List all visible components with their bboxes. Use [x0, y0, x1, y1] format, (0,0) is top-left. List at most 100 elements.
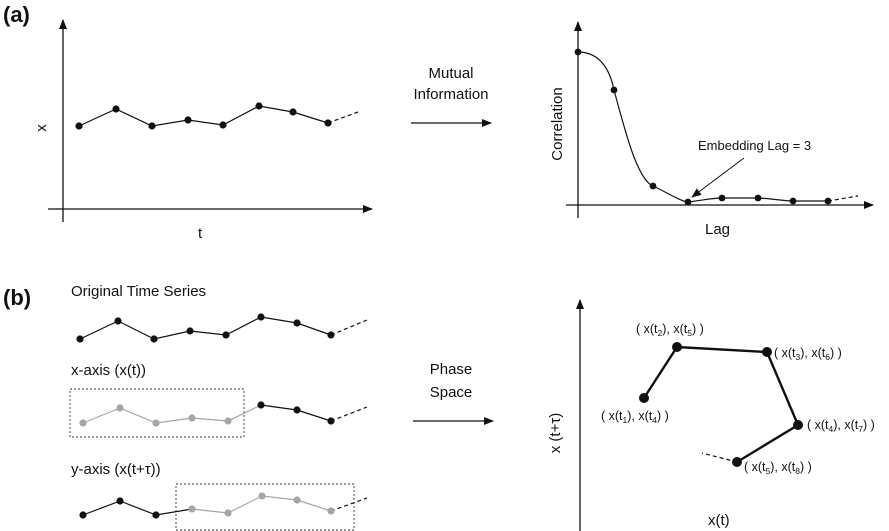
series-point — [222, 331, 230, 339]
x-axis-series — [69, 388, 368, 438]
series-point-faded — [327, 507, 335, 515]
y-axis-series — [79, 483, 368, 531]
y-axis-series-title: y-axis (x(t+τ)) — [71, 461, 161, 478]
panel-b-label: (b) — [3, 285, 31, 310]
arrow-a-text-line1: Mutual — [428, 65, 473, 82]
phase-point — [639, 393, 649, 403]
subscript: 5 — [766, 466, 771, 476]
series-point-faded — [258, 492, 266, 500]
phase-point — [672, 342, 682, 352]
arrow-b-text-line2: Space — [430, 384, 473, 401]
embedding-lag-annotation: Embedding Lag = 3 — [698, 138, 811, 153]
y-axis-selection-box — [175, 483, 355, 531]
series-point — [150, 335, 158, 343]
series-point-faded — [188, 505, 196, 513]
phase-space-plot: x(t) x (t+τ) ( x(t1), x(t4) ) ( x(t2), x… — [547, 299, 875, 531]
time-series-continuation — [327, 111, 359, 124]
series-point — [112, 105, 120, 113]
arrow-a-text-line2: Information — [413, 86, 488, 103]
series-point-faded — [188, 414, 196, 422]
subscript: 1 — [623, 415, 628, 425]
series-point — [324, 119, 332, 127]
phase-y-axis-label: x (t+τ) — [547, 413, 564, 454]
correlation-point — [649, 182, 657, 190]
subscript: 7 — [858, 424, 863, 434]
correlation-plot: Lag Correlation Embedding Lag = 3 — [549, 21, 874, 238]
correlation-curve — [577, 51, 828, 203]
series-point-faded — [152, 419, 160, 427]
series-point — [148, 122, 156, 130]
mutual-information-arrow: Mutual Information — [411, 65, 492, 127]
series-point — [76, 335, 84, 343]
phase-point — [732, 457, 742, 467]
phase-point — [793, 420, 803, 430]
series-point — [293, 319, 301, 327]
time-series-plot: t x — [33, 19, 373, 242]
correlation-point — [610, 86, 618, 94]
phase-x-axis-label: x(t) — [708, 512, 730, 529]
original-series — [76, 313, 368, 343]
correlation-point — [574, 48, 582, 56]
series-point — [289, 108, 297, 116]
y-axis-dark-line — [82, 500, 193, 516]
series-point — [184, 116, 192, 124]
series-point-faded — [116, 404, 124, 412]
series-point-faded — [224, 417, 232, 425]
series-point-faded — [224, 509, 232, 517]
series-point — [327, 417, 335, 425]
panel-a-label: (a) — [3, 2, 30, 27]
x-axis-selection-box — [69, 388, 245, 438]
correlation-continuation — [827, 195, 859, 202]
subscript: 8 — [795, 466, 800, 476]
original-series-title: Original Time Series — [71, 283, 206, 300]
phase-space-arrow: Phase Space — [413, 361, 494, 425]
phase-point — [762, 347, 772, 357]
series-point-faded — [79, 419, 87, 427]
series-point — [293, 406, 301, 414]
phase-trajectory — [642, 345, 800, 464]
x-axis-series-continuation — [330, 406, 368, 422]
correlation-point — [754, 194, 762, 202]
phase-trajectory-continuation — [701, 452, 738, 463]
series-point-faded — [293, 496, 301, 504]
correlation-point — [684, 198, 692, 206]
original-series-line — [79, 316, 332, 340]
original-series-continuation — [330, 319, 368, 336]
phase-point-label-2: ( x(t2), x(t5) ) — [636, 322, 704, 338]
arrow-b-text-line1: Phase — [430, 361, 473, 378]
series-point — [255, 102, 263, 110]
subscript: 2 — [658, 328, 663, 338]
phase-point-label-3: ( x(t3), x(t6) ) — [774, 346, 842, 362]
x-axis-series-title: x-axis (x(t)) — [71, 362, 146, 379]
correlation-point — [789, 197, 797, 205]
series-point — [327, 331, 335, 339]
series-point — [114, 317, 122, 325]
series-point — [257, 313, 265, 321]
series-point — [152, 511, 160, 519]
subscript: 4 — [829, 424, 834, 434]
y-axis-label: x — [33, 124, 50, 132]
correlation-point — [824, 197, 832, 205]
series-point — [75, 122, 83, 130]
subscript: 5 — [687, 328, 692, 338]
subscript: 4 — [652, 415, 657, 425]
x-axis-faded-line — [82, 404, 262, 424]
series-point — [257, 401, 265, 409]
correlation-point — [718, 194, 726, 202]
series-point — [186, 327, 194, 335]
phase-point-label-5: ( x(t5), x(t8) ) — [744, 460, 812, 476]
series-point — [219, 121, 227, 129]
subscript: 6 — [825, 352, 830, 362]
lag-axis-label: Lag — [705, 221, 730, 238]
series-point — [79, 511, 87, 519]
phase-point-label-1: ( x(t1), x(t4) ) — [601, 409, 669, 425]
subscript: 3 — [796, 352, 801, 362]
time-series-line — [78, 105, 329, 127]
y-axis-series-continuation — [330, 497, 368, 512]
series-point — [116, 497, 124, 505]
correlation-axis-label: Correlation — [549, 87, 566, 160]
phase-point-label-4: ( x(t4), x(t7) ) — [807, 418, 875, 434]
annotation-pointer — [691, 157, 745, 198]
x-axis-label: t — [198, 225, 203, 242]
